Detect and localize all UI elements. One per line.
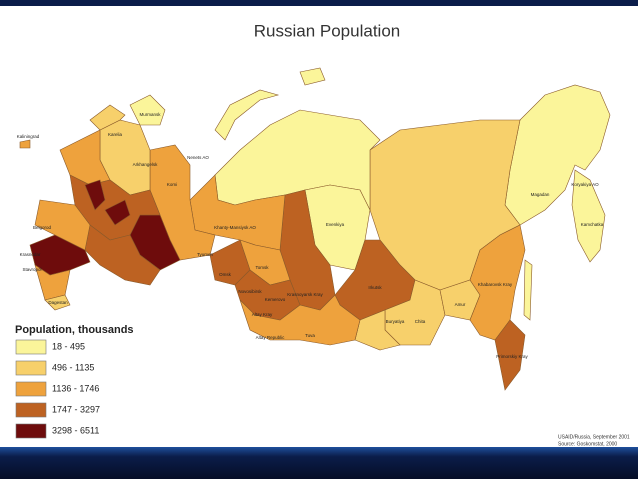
- region-label: Omsk: [219, 272, 231, 277]
- region-label: Koryakiya AO: [571, 182, 599, 187]
- region-label: Magadan: [531, 192, 550, 197]
- top-band: [0, 0, 638, 6]
- region-label: Krasnodar: [20, 252, 41, 257]
- region-label: Tyumen: [197, 252, 214, 257]
- region-label: Kaliningrad: [17, 134, 40, 139]
- region-label: Irkutsk: [368, 285, 382, 290]
- region-label: Belgorod: [33, 225, 52, 230]
- legend-swatch: [15, 423, 47, 439]
- region-label: Murmansk: [139, 112, 161, 117]
- region-label: Krasnoyarsk Kray: [287, 292, 323, 297]
- region-label: Karelia: [108, 132, 123, 137]
- region-label: Tomsk: [255, 265, 269, 270]
- region: [239, 294, 361, 346]
- region-label: Novosibirsk: [238, 289, 262, 294]
- legend-label: 1747 - 3297: [52, 404, 100, 414]
- region-label: Chita: [415, 319, 426, 324]
- legend-label: 1136 - 1746: [52, 383, 99, 393]
- region-label: Nenets AO: [187, 155, 209, 160]
- region: [44, 294, 71, 311]
- region-label: Khanty-Mansiysk AO: [214, 225, 256, 230]
- region-label: Altay Kray: [252, 312, 273, 317]
- source-line: USAID/Russia, September 2001: [558, 434, 630, 440]
- legend-swatch: [15, 339, 47, 355]
- region-label: Arkhangelsk: [133, 162, 159, 167]
- region: [84, 224, 161, 286]
- region-label: Buryatiya: [386, 319, 405, 324]
- region-label: Kamchatka: [581, 222, 604, 227]
- region-label: Primorskiy Kray: [496, 354, 528, 359]
- legend-label: 496 - 1135: [52, 362, 94, 372]
- region: [84, 179, 106, 211]
- region-label: Komi: [167, 182, 177, 187]
- legend-title: Population, thousands: [15, 324, 134, 336]
- source-line: Source: Goskomstat, 2000: [558, 441, 617, 447]
- legend-label: 3298 - 6511: [52, 425, 99, 435]
- region: [214, 89, 280, 141]
- region-label: Amur: [455, 302, 466, 307]
- region-label: Kemerovo: [265, 297, 286, 302]
- legend-swatch: [15, 381, 47, 397]
- region-label: Evenkiya: [326, 222, 345, 227]
- legend-label: 18 - 495: [52, 341, 85, 351]
- region: [299, 67, 326, 86]
- region: [34, 199, 91, 251]
- region: [19, 139, 31, 149]
- region-label: Stavropol: [22, 267, 41, 272]
- region-label: Altay Republic: [256, 335, 286, 340]
- region: [129, 94, 166, 126]
- region: [571, 169, 606, 263]
- region-label: Khabarovsk Kray: [478, 282, 513, 287]
- region-labels: Murmansk Karelia Kaliningrad Arkhangelsk Kom…: [17, 112, 604, 359]
- region: [89, 104, 126, 131]
- bottom-band: [0, 447, 638, 479]
- region-label: Dagestan: [48, 300, 68, 305]
- region: [523, 259, 533, 321]
- legend: 18 - 495 496 - 1135 1136 - 1746 1747 - 3297…: [15, 339, 100, 439]
- map: [19, 67, 611, 391]
- region: [34, 264, 71, 301]
- legend-swatch: [15, 360, 47, 376]
- region: [494, 319, 526, 391]
- region-label: Tuva: [305, 333, 315, 338]
- legend-swatch: [15, 402, 47, 418]
- region: [104, 199, 131, 226]
- title: Russian Population: [254, 21, 400, 40]
